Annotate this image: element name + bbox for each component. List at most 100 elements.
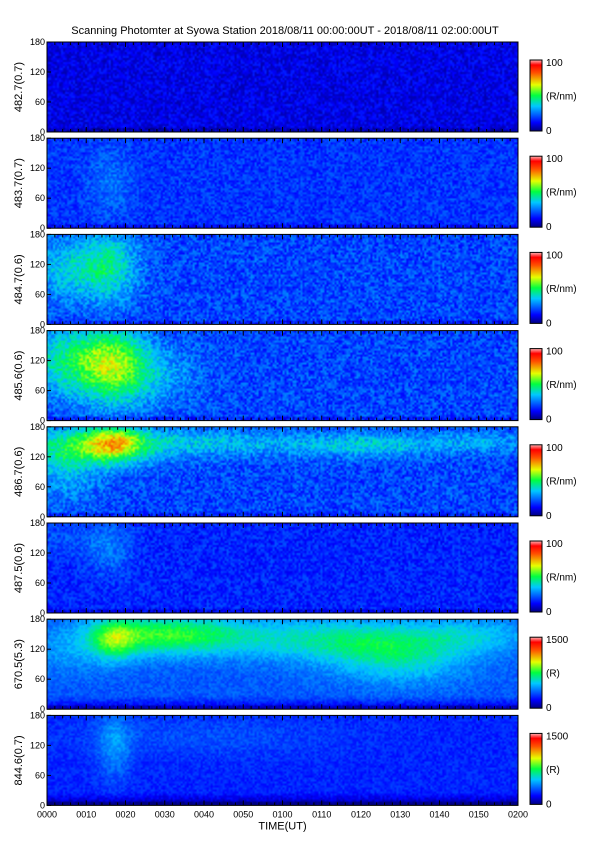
panel-1: 0 60 120 180 483.7(0.7) 100 (R/nm) 0: [13, 133, 577, 233]
y-tick-label: 180: [30, 229, 45, 239]
y-tick-label: 0: [40, 704, 45, 714]
y-tick-label: 60: [35, 386, 45, 396]
y-tick-label: 120: [30, 163, 45, 173]
colorbar: [529, 59, 543, 132]
y-tick-label: 180: [30, 37, 45, 47]
colorbar-min-label: 0: [546, 318, 552, 329]
x-axis-label: TIME(UT): [258, 820, 306, 832]
colorbar-max-label: 1500: [546, 731, 569, 742]
colorbar-max-label: 100: [546, 58, 563, 69]
x-tick-label: 0130: [390, 809, 410, 819]
y-tick-label: 120: [30, 644, 45, 654]
colorbar: [529, 732, 543, 805]
y-tick-label: 180: [30, 710, 45, 720]
heatmap-image-5: [47, 523, 518, 613]
x-tick-label: 0150: [469, 809, 489, 819]
colorbar-unit-label: (R/nm): [546, 284, 577, 295]
colorbar-unit-label: (R/nm): [546, 188, 577, 199]
x-tick-label: 0120: [351, 809, 371, 819]
colorbar-max-label: 100: [546, 250, 563, 261]
colorbar: [529, 155, 543, 228]
y-tick-label: 120: [30, 740, 45, 750]
x-tick-label: 0040: [194, 809, 214, 819]
x-tick-label: 0140: [429, 809, 449, 819]
colorbar: [529, 251, 543, 324]
y-tick-label: 120: [30, 548, 45, 558]
panel-5: 0 60 120 180 487.5(0.6) 100 (R/nm) 0: [13, 518, 577, 618]
y-tick-label: 60: [35, 578, 45, 588]
y-tick-label: 180: [30, 422, 45, 432]
heatmap-image-0: [47, 42, 518, 132]
panel-0: 0 60 120 180 482.7(0.7) 100 (R/nm) 0: [13, 37, 577, 137]
colorbar: [529, 636, 543, 709]
y-tick-label: 60: [35, 770, 45, 780]
x-tick-label: 0100: [272, 809, 292, 819]
heatmap-image-7: [47, 715, 518, 806]
y-tick-label: 180: [30, 133, 45, 143]
colorbar-max-label: 100: [546, 154, 563, 165]
y-tick-label: 180: [30, 518, 45, 528]
y-tick-label: 0: [40, 223, 45, 233]
colorbar-unit-label: (R/nm): [546, 380, 577, 391]
colorbar-min-label: 0: [546, 607, 552, 618]
y-tick-label: 60: [35, 193, 45, 203]
colorbar-max-label: 100: [546, 539, 563, 550]
y-tick-label: 120: [30, 259, 45, 269]
x-tick-label: 0010: [76, 809, 96, 819]
heatmap-image-1: [47, 138, 518, 229]
colorbar-min-label: 0: [546, 799, 552, 810]
y-tick-label: 0: [40, 319, 45, 329]
x-tick-label: 0200: [508, 809, 528, 819]
y-tick-label: 60: [35, 97, 45, 107]
y-tick-label: 0: [40, 608, 45, 618]
colorbar-max-label: 100: [546, 347, 563, 358]
x-tick-label: 0030: [155, 809, 175, 819]
colorbar: [529, 444, 543, 517]
colorbar-min-label: 0: [546, 415, 552, 426]
colorbar-min-label: 0: [546, 511, 552, 522]
y-tick-label: 0: [40, 127, 45, 137]
y-tick-label: 120: [30, 67, 45, 77]
panel-7: 0 60 120 180 844.6(0.7) 1500 (R) 0: [13, 710, 569, 810]
panel-6: 0 60 120 180 670.5(5.3) 1500 (R) 0: [13, 614, 569, 714]
x-tick-label: 0000: [37, 809, 57, 819]
y-tick-label: 60: [35, 289, 45, 299]
y-axis-label: 483.7(0.7): [13, 158, 25, 208]
colorbar-min-label: 0: [546, 703, 552, 714]
colorbar-max-label: 1500: [546, 635, 569, 646]
y-axis-label: 482.7(0.7): [13, 62, 25, 112]
colorbar-unit-label: (R/nm): [546, 476, 577, 487]
y-tick-label: 60: [35, 482, 45, 492]
colorbar: [529, 540, 543, 613]
y-tick-label: 0: [40, 512, 45, 522]
colorbar-unit-label: (R/nm): [546, 92, 577, 103]
y-tick-label: 120: [30, 452, 45, 462]
colorbar-unit-label: (R): [546, 765, 560, 776]
y-tick-label: 60: [35, 674, 45, 684]
y-axis-label: 485.6(0.6): [13, 351, 25, 401]
panel-3: 0 60 120 180 485.6(0.6) 100 (R/nm) 0: [13, 326, 577, 426]
x-tick-label: 0110: [312, 809, 331, 819]
y-tick-label: 0: [40, 416, 45, 426]
colorbar-min-label: 0: [546, 126, 552, 137]
y-axis-label: 844.6(0.7): [13, 735, 25, 785]
colorbar-max-label: 100: [546, 443, 563, 454]
colorbar-unit-label: (R): [546, 669, 560, 680]
colorbar-unit-label: (R/nm): [546, 573, 577, 584]
heatmap-image-6: [47, 619, 518, 710]
y-axis-label: 484.7(0.6): [13, 254, 25, 304]
x-tick-label: 0020: [115, 809, 135, 819]
y-tick-label: 180: [30, 326, 45, 336]
chart-title: Scanning Photomter at Syowa Station 2018…: [71, 25, 499, 37]
heatmap-image-2: [47, 234, 518, 325]
x-tick-label: 0050: [233, 809, 253, 819]
colorbar-min-label: 0: [546, 222, 552, 233]
y-axis-label: 486.7(0.6): [13, 447, 25, 497]
panel-2: 0 60 120 180 484.7(0.6) 100 (R/nm) 0: [13, 229, 577, 329]
colorbar: [529, 348, 543, 421]
y-tick-label: 0: [40, 800, 45, 810]
y-tick-label: 180: [30, 614, 45, 624]
y-axis-label: 670.5(5.3): [13, 639, 25, 689]
y-axis-label: 487.5(0.6): [13, 543, 25, 593]
